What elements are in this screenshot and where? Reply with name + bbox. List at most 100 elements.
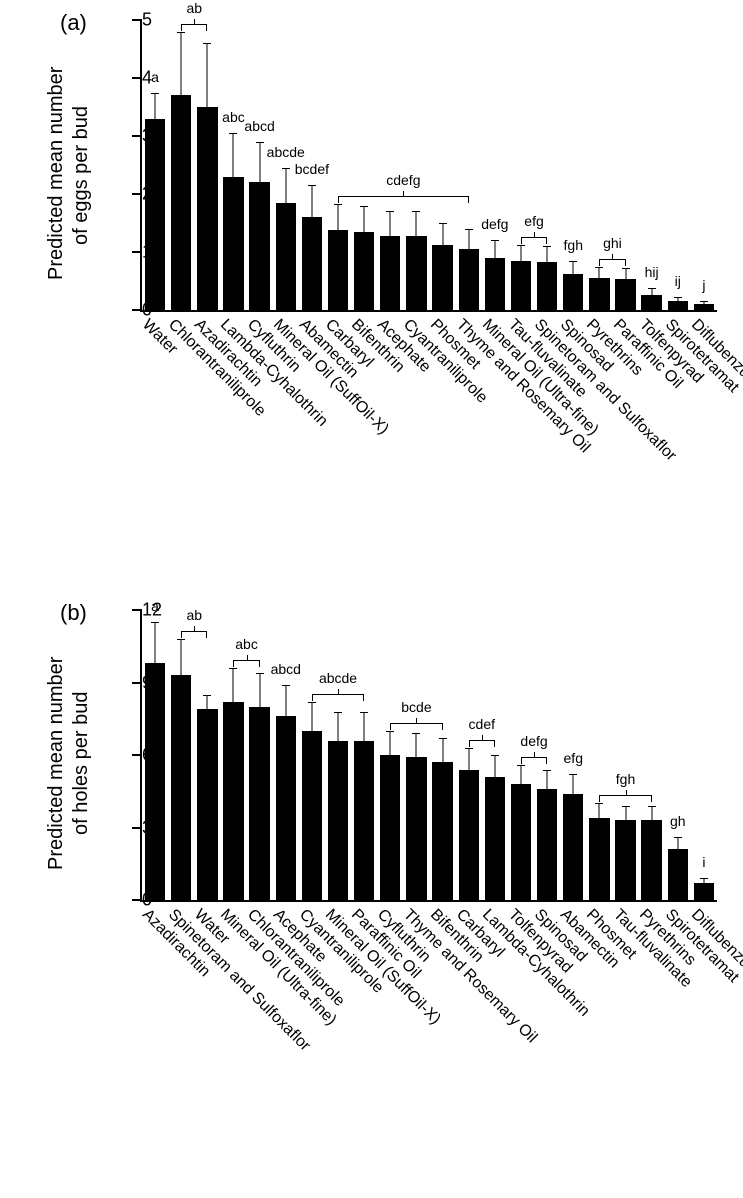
error-cap [543, 246, 551, 247]
sig-letter: defg [481, 216, 508, 232]
sig-bracket [312, 694, 364, 695]
error-bar [207, 43, 208, 156]
bar-slot [482, 20, 508, 310]
error-cap [256, 673, 264, 674]
error-bar [364, 206, 365, 251]
sig-letter: gh [670, 813, 686, 829]
error-cap [465, 748, 473, 749]
sig-letter: ab [186, 0, 202, 16]
error-bar [364, 712, 365, 765]
error-bar [677, 837, 678, 859]
bar-slot [665, 20, 691, 310]
error-cap [648, 300, 656, 301]
error-cap [674, 837, 682, 838]
bracket-stem [626, 790, 627, 796]
bar [302, 731, 322, 900]
error-cap [700, 307, 708, 308]
error-cap [517, 274, 525, 275]
bar-slot [247, 610, 273, 900]
sig-letter: a [151, 598, 159, 614]
error-cap [334, 765, 342, 766]
error-cap [517, 765, 525, 766]
error-bar [155, 93, 156, 139]
sig-letter: efg [524, 213, 543, 229]
error-bar [625, 806, 626, 833]
bar-slot [560, 20, 586, 310]
error-cap [256, 142, 264, 143]
error-cap [465, 789, 473, 790]
sig-letter: ij [675, 273, 681, 289]
error-bar [416, 733, 417, 779]
sig-bracket [599, 259, 625, 260]
plot-area-a: 012345WaterChlorantraniliproleAzadiracht… [140, 20, 717, 312]
error-bar [520, 245, 521, 274]
sig-bracket [469, 740, 495, 741]
error-cap [491, 271, 499, 272]
error-cap [151, 622, 159, 623]
panel-label-b: (b) [60, 600, 87, 626]
bar [197, 709, 217, 900]
sig-letter: cdef [469, 716, 495, 732]
ytick [132, 193, 142, 195]
error-bar [259, 142, 260, 212]
error-bar [259, 673, 260, 736]
sig-bracket [181, 24, 207, 25]
error-cap [648, 806, 656, 807]
error-bar [233, 668, 234, 731]
bar-slot [534, 610, 560, 900]
bar-slot [508, 610, 534, 900]
bar-slot [430, 20, 456, 310]
error-bar [338, 712, 339, 765]
sig-bracket [338, 196, 469, 197]
bracket-stem [194, 19, 195, 25]
sig-letter: ab [186, 607, 202, 623]
sig-letter: abcde [267, 144, 305, 160]
sig-letter: fgh [564, 237, 583, 253]
error-cap [229, 133, 237, 134]
bar-slot [168, 610, 194, 900]
error-cap [386, 731, 394, 732]
error-bar [703, 878, 704, 888]
error-cap [674, 297, 682, 298]
error-cap [203, 156, 211, 157]
sig-letter: hij [645, 264, 659, 280]
panel-label-a: (a) [60, 10, 87, 36]
error-bar [651, 806, 652, 833]
error-cap [203, 43, 211, 44]
bracket-stem [403, 191, 404, 197]
error-cap [229, 209, 237, 210]
sig-letter: abcde [319, 670, 357, 686]
error-bar [599, 267, 600, 288]
error-bar [338, 204, 339, 249]
error-cap [256, 736, 264, 737]
sig-letter: cdefg [386, 172, 420, 188]
ytick [132, 251, 142, 253]
error-cap [543, 275, 551, 276]
bar-slot [508, 20, 534, 310]
panel-b: (b) 036912AzadirachtinSpinetoram and Sulf… [0, 590, 743, 1198]
ytick [132, 309, 142, 311]
bar-slot [534, 20, 560, 310]
error-cap [282, 685, 290, 686]
error-cap [595, 803, 603, 804]
error-cap [491, 755, 499, 756]
error-bar [442, 738, 443, 784]
sig-letter: fgh [616, 771, 635, 787]
bar-slot [403, 610, 429, 900]
plot-area-b: 036912AzadirachtinSpinetoram and Sulfoxa… [140, 610, 717, 902]
error-cap [177, 32, 185, 33]
error-bar [285, 685, 286, 743]
error-cap [308, 755, 316, 756]
bracket-stem [534, 232, 535, 238]
error-cap [543, 806, 551, 807]
sig-bracket [233, 660, 259, 661]
error-bar [573, 261, 574, 284]
error-bar [390, 211, 391, 253]
bar-slot [194, 610, 220, 900]
bar-slot [456, 20, 482, 310]
bar-slot [612, 20, 638, 310]
error-bar [311, 702, 312, 755]
bar-slot [665, 610, 691, 900]
error-bar [155, 622, 156, 699]
error-cap [569, 811, 577, 812]
